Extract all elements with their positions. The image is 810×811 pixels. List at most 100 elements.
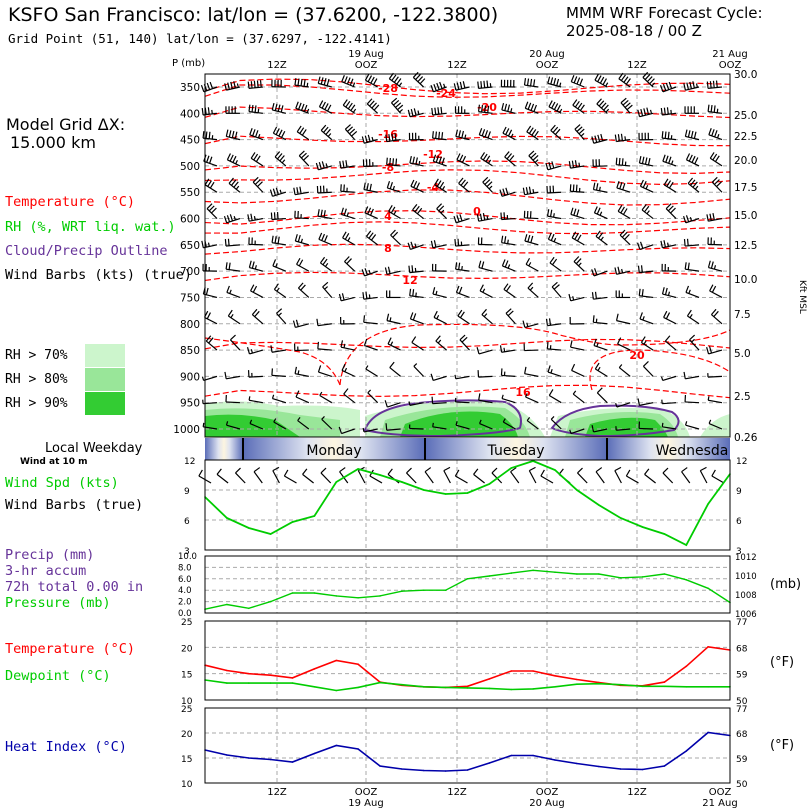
wind-barb-1-15: [548, 100, 563, 114]
wind-barb-9-5: [316, 318, 332, 327]
wind-barb-11-16: [571, 363, 585, 377]
wind-barb-3-8: [386, 157, 401, 167]
wind-barb-9-0: [203, 310, 218, 325]
wind-right-tick-2: 6: [736, 517, 742, 527]
wind-barb-5-20: [665, 203, 677, 219]
wind-barb-11-20: [660, 375, 677, 382]
heat-left-tick-2: 15: [181, 755, 192, 765]
top-time-label-1: 19 Aug: [348, 49, 383, 60]
temp-point-1-14: [510, 688, 513, 691]
wind-barb-8-21: [685, 285, 700, 299]
wind-barb-12-20: [661, 399, 677, 405]
surface-barb-30: [711, 469, 725, 484]
wind-barb-11-7: [365, 365, 378, 377]
wind-barb-8-1: [226, 285, 241, 299]
wind-barb-0-1: [224, 81, 241, 91]
wind-barb-10-1: [229, 334, 241, 351]
wind-barb-3-20: [662, 154, 677, 167]
pressure-point-10: [423, 589, 425, 591]
wind-barb-7-2: [248, 260, 264, 272]
wind-speed-point-17: [576, 489, 578, 491]
temp-right-tick-2: 59: [736, 671, 748, 681]
wind-barb-12-10: [431, 396, 447, 405]
wind-barb-4-8: [386, 181, 401, 193]
temp-left-tick-3: 10: [181, 697, 193, 707]
heat-index-point-21: [663, 765, 666, 767]
wind-speed-point-19: [619, 517, 622, 519]
wind-barb-1-12: [477, 104, 493, 114]
wind-barb-13-20: [661, 422, 677, 430]
temp-point-0-3: [269, 674, 272, 676]
wind-barb-11-15: [547, 365, 562, 377]
temp-point-1-3: [269, 682, 272, 684]
wind-barb-2-19: [638, 132, 654, 141]
temp-point-1-8: [379, 681, 381, 684]
wind-barb-12-14: [525, 393, 539, 404]
wind-barb-3-5: [315, 161, 332, 171]
wind-barb-13-12: [479, 419, 493, 430]
wind-barb-7-17: [591, 268, 608, 277]
wind-barb-9-8: [386, 313, 401, 325]
surface-barb-12: [406, 467, 417, 484]
wind-barb-1-9: [407, 108, 424, 118]
wind-barb-7-7: [361, 268, 378, 277]
wind-barb-5-22: [706, 213, 723, 222]
wind-barb-0-21: [683, 81, 700, 91]
wind-barb-12-2: [248, 396, 264, 404]
wind-barb-7-14: [525, 257, 539, 272]
wind-speed-point-18: [598, 504, 600, 506]
wind-barb-7-18: [614, 266, 631, 275]
wind-barb-7-8: [384, 266, 401, 275]
temp-point-0-17: [576, 678, 578, 681]
temp-contour-8: [204, 221, 731, 235]
wind-barb-13-21: [685, 421, 700, 430]
wind-barb-7-9: [408, 265, 424, 274]
wind-barb-13-10: [432, 422, 447, 430]
temp-point-0-23: [707, 646, 709, 648]
heat-index-point-2: [248, 757, 250, 759]
wind-barb-8-6: [338, 293, 355, 302]
wind-barb-4-2: [252, 176, 264, 193]
wind-barb-9-9: [409, 312, 424, 325]
surface-barb-13: [424, 467, 434, 484]
grid-dx-label: Model Grid ΔX:: [6, 115, 126, 134]
wind-barb-3-18: [615, 157, 631, 167]
wind-barb-6-8: [390, 229, 402, 246]
contour-label--16: -16: [378, 128, 398, 141]
wind-barb-3-4: [298, 150, 310, 167]
weekday-band-1: [243, 438, 425, 460]
rh-swatch-70: [85, 344, 125, 367]
wind-right-tick-0: 12: [736, 457, 747, 467]
kft-tick-0: 30.0: [734, 69, 757, 81]
heat-left-tick-3: 10: [181, 780, 193, 790]
temp-point-0-15: [532, 670, 534, 672]
wind-barb-9-21: [686, 309, 700, 325]
wind-barb-4-13: [499, 187, 516, 197]
pressure-tick-350: 350: [180, 82, 200, 94]
pressure-point-6: [335, 595, 338, 597]
wind-speed-point-11: [444, 493, 447, 495]
temp-point-1-12: [466, 687, 469, 689]
wind-barb-9-11: [457, 309, 470, 325]
pressure-point-11: [444, 589, 447, 591]
heat-index-point-17: [576, 762, 578, 765]
wind-barb-13-16: [569, 428, 585, 435]
wind-barb-2-2: [249, 128, 264, 141]
pressure-tick-850: 850: [180, 345, 200, 357]
wind-barb-2-12: [478, 128, 493, 141]
wind-barb-4-21: [687, 177, 700, 193]
pressure-tick-650: 650: [180, 240, 200, 252]
temp-point-0-13: [488, 678, 491, 680]
wind-barb-1-20: [660, 107, 677, 116]
wind-speed-point-8: [379, 474, 381, 476]
surface-barb-26: [644, 468, 656, 484]
wind-barb-2-1: [225, 129, 241, 141]
wind-barb-12-1: [225, 394, 240, 404]
wind-barb-6-2: [248, 237, 263, 246]
temp-point-1-4: [291, 682, 294, 684]
precip-left-tick-4: 2.0: [178, 598, 192, 608]
wind-barb-5-4: [294, 210, 309, 220]
wind-barb-7-22: [707, 260, 723, 272]
wind-barb-3-9: [409, 156, 424, 167]
wind-barb-13-4: [297, 417, 310, 430]
